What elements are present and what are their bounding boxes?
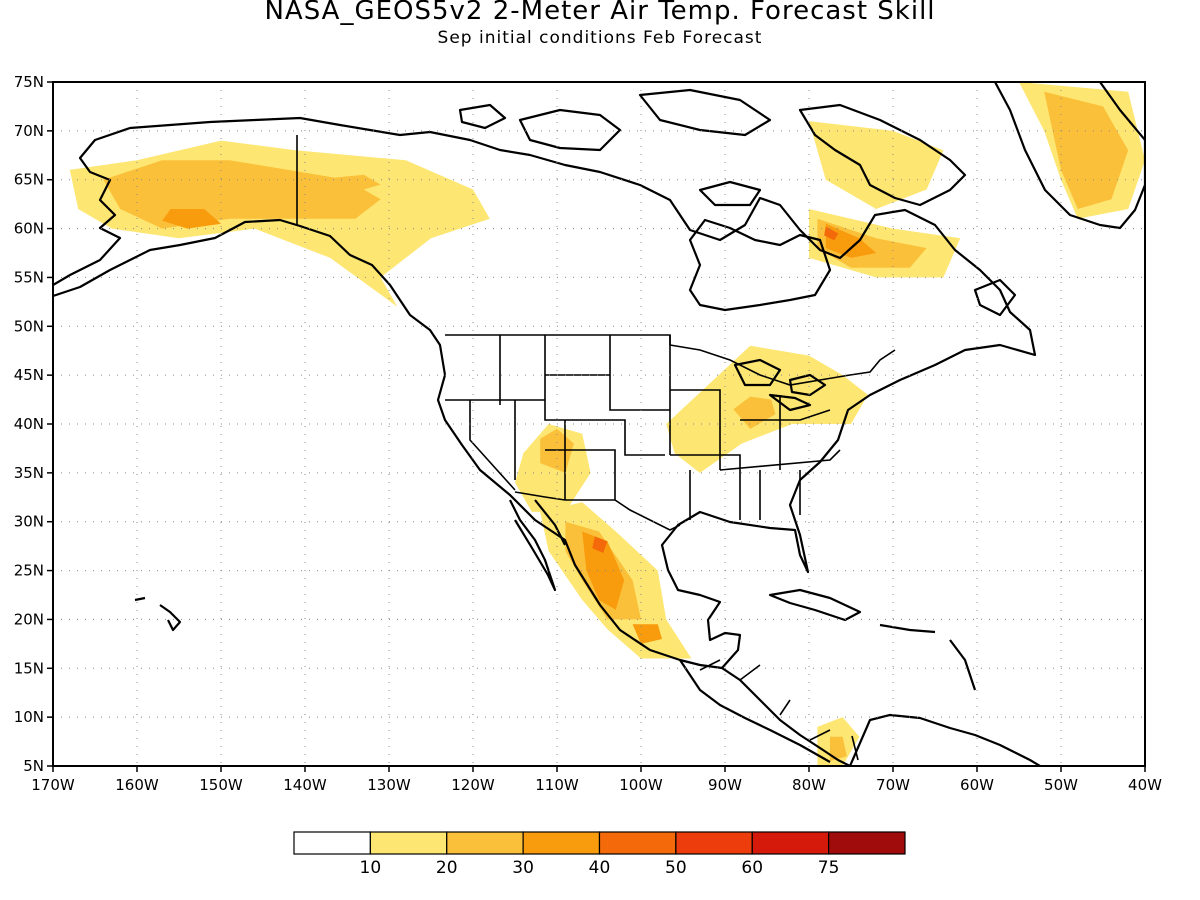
skill-region-alaska-10	[69, 140, 490, 307]
y-tick-label: 20N	[14, 610, 44, 628]
color-scale-label: 30	[512, 858, 534, 878]
x-tick-label: 100W	[619, 776, 663, 794]
skill-region-baffin-10	[809, 121, 944, 209]
axis-ticks	[47, 81, 1146, 772]
central-america-pacific-coast	[679, 659, 831, 763]
newfoundland-coastline	[973, 278, 1017, 317]
color-swatch	[522, 831, 601, 855]
us-state-lines	[445, 335, 841, 520]
x-tick-label: 80W	[792, 776, 826, 794]
skill-shading	[69, 82, 1145, 766]
y-tick-label: 50N	[14, 317, 44, 335]
x-tick-label: 70W	[876, 776, 910, 794]
skill-region-mexico-30	[582, 531, 625, 610]
skill-region-quebec-20	[817, 218, 927, 268]
latitude-labels: 75N 70N 65N 60N 55N 50N 45N 40N 35N 30N 25N 20N 15N 1…	[14, 73, 44, 775]
x-tick-label: 160W	[115, 776, 159, 794]
map-title: NASA_GEOS5v2 2-Meter Air Temp. Forecast …	[264, 0, 936, 26]
skill-region-quebec-30	[825, 223, 877, 258]
y-tick-label: 60N	[14, 220, 44, 238]
color-scale-label: 40	[589, 858, 611, 878]
greenland-coastline	[994, 82, 1145, 230]
y-tick-label: 10N	[14, 708, 44, 726]
coastlines	[53, 82, 1145, 766]
skill-region-quebec-40	[824, 226, 839, 241]
skill-region-great-lakes-20	[733, 396, 776, 429]
longitude-labels: 170W 160W 150W 140W 130W 120W 110W 100W 90W 80W 70…	[31, 776, 1162, 794]
arctic-islands	[518, 108, 622, 152]
great-lakes	[733, 358, 827, 412]
skill-region-yukon-20	[313, 174, 381, 195]
x-tick-label: 140W	[283, 776, 327, 794]
caribbean-islands	[768, 588, 862, 622]
y-tick-label: 35N	[14, 464, 44, 482]
y-tick-label: 75N	[14, 73, 44, 91]
y-tick-label: 30N	[14, 513, 44, 531]
x-tick-label: 40W	[1128, 776, 1162, 794]
color-swatch	[751, 831, 830, 855]
skill-region-mexico-40	[592, 536, 608, 553]
y-tick-label: 40N	[14, 415, 44, 433]
skill-region-greenland-20	[1044, 91, 1129, 209]
x-tick-label: 50W	[1044, 776, 1078, 794]
map-subtitle: Sep initial conditions Feb Forecast	[437, 28, 763, 48]
y-tick-label: 45N	[14, 366, 44, 384]
x-tick-label: 90W	[708, 776, 742, 794]
y-tick-label: 25N	[14, 562, 44, 580]
x-tick-label: 130W	[367, 776, 411, 794]
x-tick-label: 170W	[31, 776, 75, 794]
color-scale-legend: 10 20 30 40 50 60 75	[293, 831, 906, 878]
color-scale-label: 60	[741, 858, 763, 878]
political-borders	[296, 135, 896, 761]
y-tick-label: 65N	[14, 171, 44, 189]
central-america-coastline	[721, 667, 851, 766]
aleutian-islands	[53, 296, 54, 298]
baffin-island-coastline	[798, 103, 967, 207]
skill-region-colombia-20	[830, 736, 847, 762]
x-tick-label: 110W	[535, 776, 579, 794]
south-america-coastline	[848, 713, 1041, 766]
y-tick-label: 15N	[14, 659, 44, 677]
north-america-coastline	[53, 116, 1037, 670]
color-swatch	[675, 831, 753, 855]
x-tick-label: 60W	[960, 776, 994, 794]
color-swatch	[828, 831, 906, 855]
color-swatch	[446, 831, 524, 855]
skill-region-alaska-30	[162, 209, 221, 229]
y-tick-label: 55N	[14, 268, 44, 286]
color-scale-label: 20	[436, 858, 458, 878]
hudson-bay-coastline	[688, 218, 832, 312]
y-tick-label: 70N	[14, 122, 44, 140]
color-swatch	[598, 831, 677, 855]
y-tick-label: 5N	[23, 757, 44, 775]
color-swatch	[369, 831, 448, 855]
color-scale-label: 50	[665, 858, 687, 878]
color-swatch	[293, 831, 371, 855]
skill-region-south-mexico-30	[632, 624, 662, 644]
hawaii-islands	[134, 596, 182, 632]
x-tick-label: 150W	[199, 776, 243, 794]
color-scale-label: 75	[818, 858, 840, 878]
baja-california-coastline	[509, 499, 557, 592]
color-scale-label: 10	[360, 858, 382, 878]
x-tick-label: 120W	[451, 776, 495, 794]
